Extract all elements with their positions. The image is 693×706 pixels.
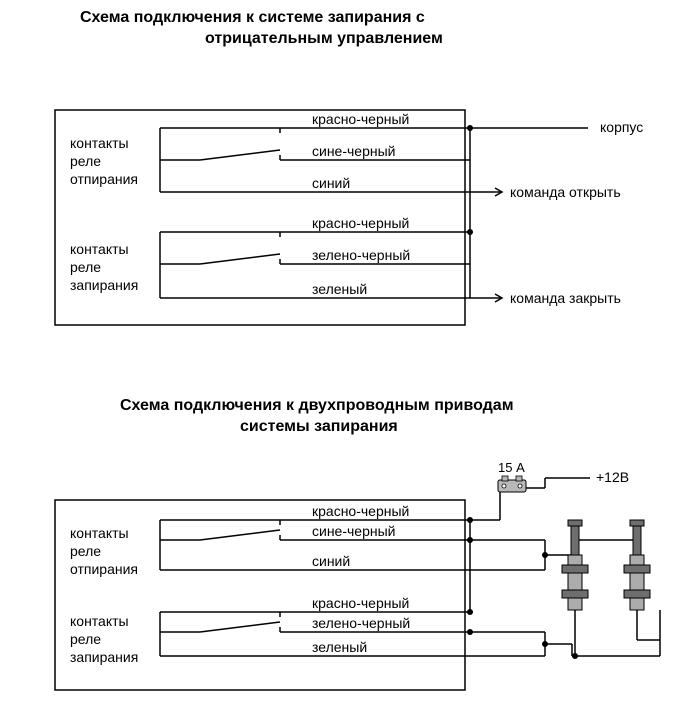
fuse-label: 15 А [498,460,525,475]
switch-lever-2 [200,254,280,264]
d1-w6: зеленый [312,281,367,297]
volt-label: +12В [596,469,629,485]
d1-w4: красно-черный [312,215,409,231]
d1-r2: команда открыть [510,184,621,200]
d2-w2: сине-черный [312,523,395,539]
box2-l3: запирания [70,277,138,293]
actuator-icon-2 [624,520,650,610]
d2-box2-l3: запирания [70,649,138,665]
d2-w3: синий [312,553,350,569]
box1-l1: контакты [70,135,129,151]
diagram-svg: контакты реле отпирания контакты реле за… [0,0,693,706]
box1-l2: реле [70,153,101,169]
d1-w1: красно-черный [312,111,409,127]
d2-w5: зелено-черный [312,615,410,631]
d2-box1-l1: контакты [70,525,129,541]
d1-r1: корпус [600,119,643,135]
d2-box2-l1: контакты [70,613,129,629]
box1-l3: отпирания [70,171,138,187]
d1-w2: сине-черный [312,143,395,159]
d2-w4: красно-черный [312,595,409,611]
d2-w1: красно-черный [312,503,409,519]
d2-box1-l3: отпирания [70,561,138,577]
actuator-icon-1 [562,520,588,610]
d2-w6: зеленый [312,639,367,655]
d2-box1-l2: реле [70,543,101,559]
box2-l1: контакты [70,241,129,257]
fuse-icon [498,476,526,492]
d1-w5: зелено-черный [312,247,410,263]
box2-l2: реле [70,259,101,275]
d1-w3: синий [312,175,350,191]
d2-box2-l2: реле [70,631,101,647]
d1-r3: команда закрыть [510,290,621,306]
switch-lever-1 [200,150,280,160]
